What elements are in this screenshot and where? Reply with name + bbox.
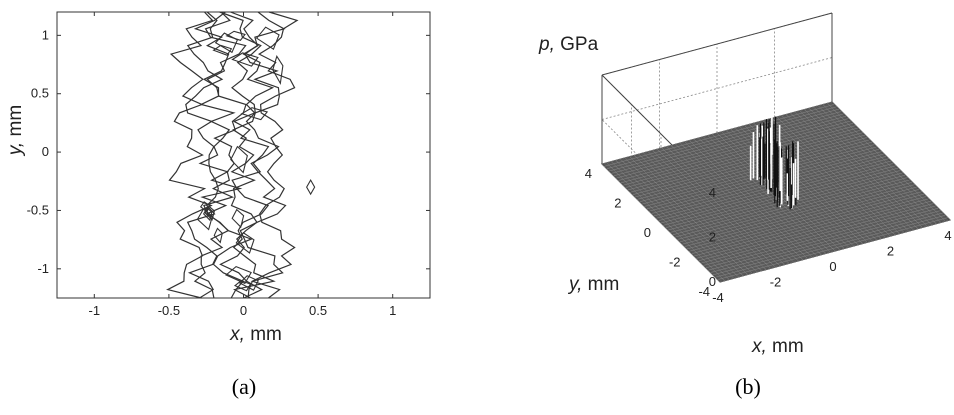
mesh-line (808, 108, 928, 227)
contour-island (235, 232, 255, 254)
contour-island (225, 30, 246, 41)
mesh-line (609, 108, 840, 172)
surface-ticks: 4 2 0 4 2 0 -2 -4 -4 -2 0 2 4 (585, 166, 952, 305)
mesh-line (822, 104, 941, 223)
contour-island (230, 145, 248, 174)
mesh-line (632, 132, 863, 195)
surface-z-tick-label: 4 (709, 185, 716, 200)
contour-island (255, 26, 280, 51)
surface-y-axis-label: y, mm (567, 274, 619, 295)
mesh-line (649, 148, 880, 212)
contour-lines (166, 11, 316, 299)
contour-line (250, 11, 299, 299)
surface-y-tick-label: 2 (614, 196, 621, 211)
contour-island (233, 279, 252, 292)
mesh-line (639, 139, 870, 203)
mesh-line (618, 118, 849, 181)
contour-x-tick-label: 0 (240, 303, 247, 318)
mesh-line (625, 125, 856, 188)
mesh-line (790, 112, 909, 232)
mesh-line (776, 116, 895, 236)
surface-y-tick-label: 0 (644, 225, 651, 240)
contour-y-tick-label: -1 (37, 261, 49, 276)
mesh-line (735, 127, 854, 247)
mesh-line (827, 103, 946, 222)
contour-y-tick-label: 1 (42, 27, 49, 42)
contour-island (213, 227, 223, 244)
contour-line (239, 11, 287, 299)
contour-island (199, 201, 210, 213)
mesh-line (601, 101, 833, 165)
contour-line (185, 11, 224, 299)
contour-line (219, 11, 264, 299)
mesh-line (630, 130, 861, 193)
caption-b: (b) (735, 374, 761, 399)
mesh-line (781, 115, 900, 234)
surface-panel: 4 2 0 4 2 0 -2 -4 -4 -2 0 2 4 p, GPa y, mm x, mm (b) (538, 12, 952, 399)
mesh-line (611, 111, 842, 174)
surface-y-tick-label: 4 (585, 166, 592, 181)
surface-x-axis-label: x, mm (751, 336, 804, 357)
contour-island (240, 107, 269, 121)
surface-x-tick-label: 0 (829, 259, 836, 274)
mesh-line (767, 119, 886, 238)
contour-island (196, 208, 213, 231)
contour-panel: -1 -0.5 0 0.5 1 1 0.5 0 -0.5 -1 x, mm y, mm (a) (5, 11, 431, 399)
surface-z-axis-label: p, GPa (538, 34, 599, 55)
mesh-line (627, 127, 859, 191)
mesh-line (762, 120, 882, 239)
surface-x-tick-label: -4 (712, 290, 724, 305)
surface-y-tick-label: -4 (698, 284, 710, 299)
mesh-line (613, 113, 844, 177)
contour-island (238, 275, 259, 291)
mesh-line (620, 120, 851, 184)
surface-z-tick-label: 2 (709, 230, 716, 245)
mesh-line (799, 110, 918, 229)
contour-line (203, 11, 253, 299)
contour-line (230, 11, 276, 299)
surface-y-tick-label: -2 (669, 255, 681, 270)
contour-island (272, 54, 284, 86)
pressure-peak (749, 116, 799, 210)
contour-island (204, 205, 216, 221)
mesh-line (804, 109, 923, 228)
mesh-line (637, 137, 868, 200)
mesh-line (726, 130, 845, 249)
contour-x-tick-label: -1 (89, 303, 101, 318)
surface-x-tick-label: -2 (770, 275, 782, 290)
contour-y-tick-label: -0.5 (27, 202, 49, 217)
contour-island (231, 208, 245, 229)
mesh-line (623, 122, 854, 186)
caption-a: (a) (232, 374, 256, 399)
contour-island (203, 206, 213, 222)
mesh-line (616, 115, 847, 179)
mesh-line (818, 105, 937, 224)
contour-x-tick-label: 0.5 (309, 303, 327, 318)
mesh-line (772, 117, 891, 237)
mesh-line (758, 121, 877, 241)
contour-y-axis-label: y, mm (5, 105, 26, 157)
mesh-line (831, 101, 951, 221)
contour-island (225, 266, 252, 285)
contour-x-axis-label: x, mm (229, 324, 282, 345)
mesh-line (606, 106, 837, 169)
contour-island (306, 178, 316, 196)
contour-x-tick-label: 1 (389, 303, 396, 318)
mesh-line (813, 106, 932, 226)
surface-x-tick-label: 4 (944, 228, 951, 243)
contour-y-tick-label: 0.5 (31, 86, 49, 101)
mesh-line (795, 111, 914, 231)
contour-y-tick-label: 0 (42, 144, 49, 159)
contour-island (231, 52, 259, 67)
contour-x-tick-label: -0.5 (158, 303, 180, 318)
contour-island (212, 44, 233, 56)
axis-edge (601, 12, 833, 76)
mesh-line (785, 114, 905, 233)
contour-line (166, 11, 214, 299)
surface-x-tick-label: 2 (887, 244, 894, 259)
surface-z-tick-label: 0 (709, 274, 716, 289)
mesh-line (604, 104, 835, 167)
contour-ticks: -1 -0.5 0 0.5 1 1 0.5 0 -0.5 -1 (27, 12, 430, 318)
